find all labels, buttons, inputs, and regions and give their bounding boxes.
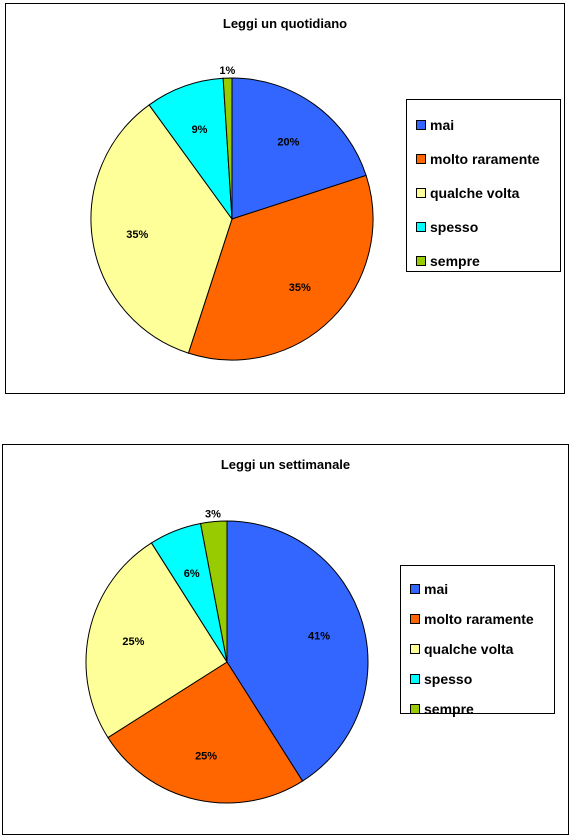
legend-swatch xyxy=(410,614,420,624)
legend-item-spesso: spesso xyxy=(410,664,546,694)
slice-label: 6% xyxy=(184,568,200,580)
pie-slice-mai xyxy=(231,77,367,220)
slice-label: 25% xyxy=(122,636,144,648)
legend-item-molto-raramente: molto raramente xyxy=(410,604,546,634)
legend-label: mai xyxy=(424,581,449,597)
slice-label: 25% xyxy=(195,751,217,763)
legend-label: sempre xyxy=(424,701,474,717)
legend: mai molto raramente qualche volta spesso… xyxy=(406,99,561,272)
chart-title: Leggi un settimanale xyxy=(220,457,351,472)
pie-slice-sempre xyxy=(222,77,233,220)
slice-label: 3% xyxy=(205,509,221,521)
legend-item-sempre: sempre xyxy=(410,694,546,724)
legend-swatch xyxy=(416,120,426,130)
legend-swatch xyxy=(416,256,426,266)
legend-swatch xyxy=(416,188,426,198)
legend-item-molto-raramente: molto raramente xyxy=(416,142,552,176)
pie-slice-sempre xyxy=(199,520,228,663)
pie-slice-qualche-volta xyxy=(90,104,233,354)
legend-label: qualche volta xyxy=(430,185,520,201)
slice-label: 20% xyxy=(277,136,299,148)
slice-label: 41% xyxy=(308,630,330,642)
legend-label: spesso xyxy=(430,219,479,235)
legend-item-mai: mai xyxy=(416,108,552,142)
legend-swatch xyxy=(410,704,420,714)
legend-label: qualche volta xyxy=(424,641,514,657)
legend-item-mai: mai xyxy=(410,574,546,604)
pie-slice-spesso xyxy=(148,77,233,221)
slice-label: 9% xyxy=(192,124,208,136)
pie-chart: 20% 35% 35% 9% 1% xyxy=(90,65,374,361)
legend-item-sempre: sempre xyxy=(416,244,552,278)
legend-label: molto raramente xyxy=(424,611,534,627)
chart-settimanale: Leggi un settimanale 41% 25% 25% 6% 3% mai m… xyxy=(2,444,569,835)
legend-label: sempre xyxy=(430,253,480,269)
slice-label: 1% xyxy=(219,65,235,77)
chart-quotidiano: Leggi un quotidiano 20% 35% 35% 9% 1% mai mo… xyxy=(5,3,565,394)
legend-swatch xyxy=(410,584,420,594)
pie-chart: 41% 25% 25% 6% 3% xyxy=(85,509,369,804)
legend-swatch xyxy=(416,154,426,164)
legend-label: spesso xyxy=(424,671,473,687)
legend-swatch xyxy=(410,674,420,684)
legend-swatch xyxy=(410,644,420,654)
pie-slice-qualche-volta xyxy=(85,542,228,739)
legend-item-qualche-volta: qualche volta xyxy=(410,634,546,664)
legend-item-spesso: spesso xyxy=(416,210,552,244)
legend-swatch xyxy=(416,222,426,232)
legend: mai molto raramente qualche volta spesso… xyxy=(400,565,555,717)
slice-label: 35% xyxy=(289,282,311,294)
legend-label: mai xyxy=(430,117,455,133)
pie-slice-molto-raramente xyxy=(187,174,374,361)
legend-label: molto raramente xyxy=(430,151,540,167)
chart-title: Leggi un quotidiano xyxy=(222,16,348,31)
slice-label: 35% xyxy=(126,229,148,241)
legend-item-qualche-volta: qualche volta xyxy=(416,176,552,210)
pie-slice-mai xyxy=(226,520,369,782)
pie-slice-molto-raramente xyxy=(107,661,304,804)
